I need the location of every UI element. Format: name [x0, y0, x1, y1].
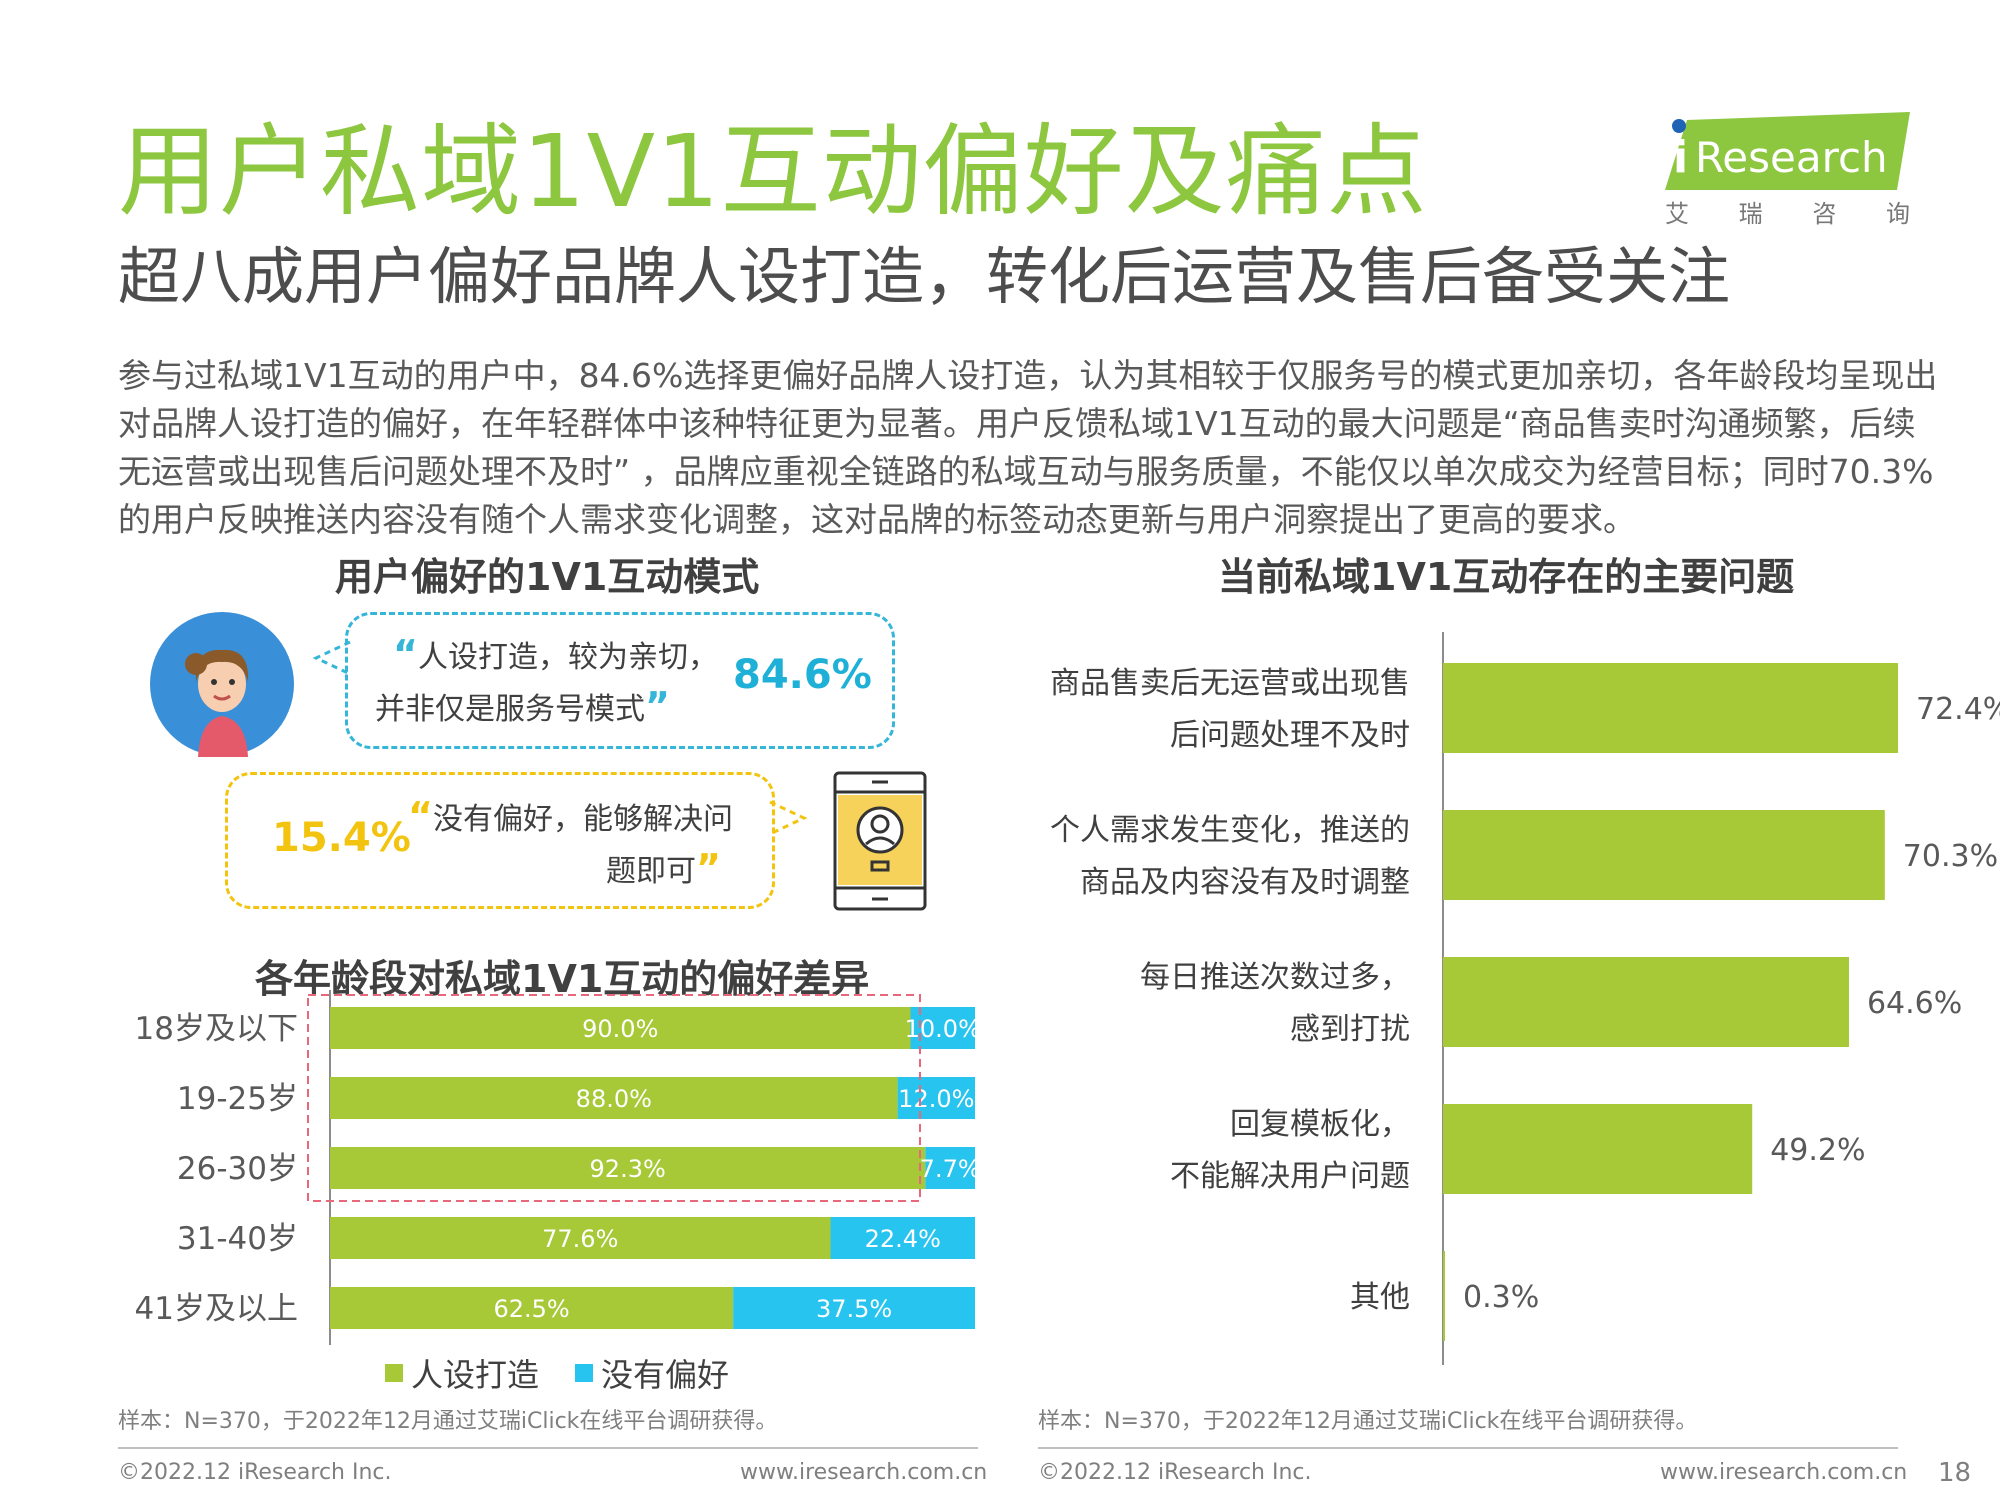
- page-number: 18: [1938, 1458, 1972, 1488]
- issue-value-label: 49.2%: [1770, 1133, 1865, 1168]
- issue-value-label: 0.3%: [1463, 1280, 1539, 1315]
- preference-quote-persona: “人设打造，较为亲切， 并非仅是服务号模式”: [375, 630, 725, 734]
- footer-divider-right: [1038, 1447, 1898, 1449]
- legend-label: 没有偏好: [601, 1356, 730, 1394]
- issue-category-label: 不能解决用户问题: [1170, 1159, 1410, 1194]
- issue-bar: [1443, 1251, 1445, 1341]
- open-quote-mark: “: [393, 632, 418, 676]
- issue-category-label: 后问题处理不及时: [1170, 718, 1410, 753]
- age-bar-label: 77.6%: [542, 1225, 618, 1253]
- close-quote-mark: ”: [645, 684, 670, 728]
- age-bar-label: 37.5%: [816, 1295, 892, 1323]
- logo-letter-i: i: [1673, 132, 1688, 183]
- age-bar-segment: [925, 1147, 975, 1189]
- logo-cn-char: 询: [1885, 200, 1910, 228]
- logo-cn-char: 艾: [1665, 200, 1689, 228]
- issue-category-label: 商品售卖后无运营或出现售: [1050, 666, 1410, 701]
- age-bar-label: 90.0%: [582, 1015, 658, 1043]
- logo-cn-char: 瑞: [1738, 200, 1763, 228]
- issues-chart-title: 当前私域1V1互动存在的主要问题: [1218, 555, 1795, 599]
- page-subtitle: 超八成用户偏好品牌人设打造，转化后运营及售后备受关注: [118, 240, 1731, 313]
- persona-percentage: 84.6%: [733, 652, 872, 698]
- legend-item-no-preference: 没有偏好: [575, 1350, 729, 1396]
- logo-cn-char: 咨: [1812, 200, 1837, 228]
- open-quote-mark: “: [408, 794, 433, 838]
- age-bar-label: 88.0%: [576, 1085, 652, 1113]
- logo-wordmark: Research: [1695, 133, 1888, 182]
- issue-category-label: 个人需求发生变化，推送的: [1050, 813, 1410, 848]
- copyright-right: ©2022.12 iResearch Inc.: [1038, 1460, 1312, 1485]
- phone-service-icon: [832, 770, 928, 912]
- copyright-left: ©2022.12 iResearch Inc.: [118, 1460, 392, 1485]
- issue-bar: [1443, 957, 1849, 1047]
- legend-swatch: [575, 1364, 594, 1382]
- legend-label: 人设打造: [411, 1356, 540, 1394]
- quote-line: 并非仅是服务号模式: [375, 692, 645, 727]
- issue-bar: [1443, 810, 1885, 900]
- bubble-pointer-icon: [312, 640, 351, 676]
- issue-value-label: 64.6%: [1867, 986, 1962, 1021]
- age-category-label: 18岁及以下: [135, 1011, 298, 1047]
- website-left: www.iresearch.com.cn: [740, 1460, 988, 1485]
- quote-line: 题即可: [606, 854, 696, 889]
- age-category-label: 26-30岁: [177, 1151, 298, 1187]
- age-bar-segment: [330, 1147, 926, 1189]
- age-bar-segment: [897, 1077, 975, 1119]
- preference-bubble-no-preference: [225, 772, 775, 909]
- issue-bar: [1443, 663, 1898, 753]
- close-quote-mark: ”: [696, 846, 721, 890]
- issue-category-label: 商品及内容没有及时调整: [1080, 865, 1410, 900]
- quote-line: 没有偏好，能够解决问: [432, 802, 733, 837]
- age-category-label: 41岁及以上: [135, 1291, 298, 1327]
- age-bar-label: 7.7%: [920, 1155, 981, 1183]
- legend-item-persona: 人设打造: [385, 1350, 539, 1396]
- footer-divider-left: [118, 1447, 978, 1449]
- age-bar-segment: [330, 1217, 831, 1259]
- age-bar-label: 12.0%: [898, 1085, 974, 1113]
- preference-quote-no-preference: “没有偏好，能够解决问 题即可”: [408, 792, 748, 896]
- age-bar-label: 22.4%: [865, 1225, 941, 1253]
- issue-value-label: 70.3%: [1903, 839, 1998, 874]
- age-category-label: 31-40岁: [177, 1221, 298, 1257]
- age-bar-label: 92.3%: [590, 1155, 666, 1183]
- age-bar-segment: [330, 1077, 898, 1119]
- page-title: 用户私域1V1互动偏好及痛点: [118, 113, 1428, 230]
- age-preference-chart: 18岁及以下 90.0% 10.0% 19-25岁 88.0% 12.0% 26-30岁 92…: [135, 990, 981, 1345]
- issue-category-label: 感到打扰: [1290, 1012, 1410, 1047]
- woman-avatar-icon: [150, 612, 295, 757]
- no-preference-percentage: 15.4%: [272, 815, 411, 861]
- age-chart-legend: 人设打造 没有偏好: [385, 1350, 729, 1396]
- sample-footnote-right: 样本：N=370，于2022年12月通过艾瑞iClick在线平台调研获得。: [1038, 1409, 1698, 1434]
- legend-swatch: [385, 1364, 403, 1382]
- logo-cn-text: 艾 瑞 咨 询: [1665, 194, 1910, 229]
- iresearch-logo: i Research: [1665, 112, 1910, 190]
- website-right: www.iresearch.com.cn: [1660, 1460, 1908, 1485]
- issue-value-label: 72.4%: [1916, 692, 2000, 727]
- age-chart-title: 各年龄段对私域1V1互动的偏好差异: [255, 957, 870, 1001]
- preference-section-title: 用户偏好的1V1互动模式: [335, 555, 760, 599]
- age-bar-segment: [733, 1287, 975, 1329]
- highlight-box: [307, 994, 921, 1202]
- issue-category-label: 每日推送次数过多，: [1140, 960, 1410, 995]
- age-bar-segment: [830, 1217, 975, 1259]
- quote-line: 人设打造，较为亲切，: [417, 640, 718, 675]
- issue-category-label: 回复模板化，: [1230, 1107, 1410, 1142]
- age-bar-segment: [330, 1287, 734, 1329]
- age-bar-label: 62.5%: [493, 1295, 569, 1323]
- bubble-pointer-icon: [769, 800, 808, 836]
- sample-footnote-left: 样本：N=370，于2022年12月通过艾瑞iClick在线平台调研获得。: [118, 1409, 778, 1434]
- age-bar-label: 10.0%: [905, 1015, 981, 1043]
- age-bar-segment: [910, 1007, 975, 1049]
- intro-paragraph: 参与过私域1V1互动的用户中，84.6%选择更偏好品牌人设打造，认为其相较于仅服…: [118, 356, 1938, 539]
- issue-category-label: 其他: [1350, 1280, 1410, 1315]
- issue-bar: [1443, 1104, 1753, 1194]
- preference-bubble-persona: [345, 612, 895, 749]
- age-bar-segment: [330, 1007, 911, 1049]
- age-category-label: 19-25岁: [177, 1081, 298, 1117]
